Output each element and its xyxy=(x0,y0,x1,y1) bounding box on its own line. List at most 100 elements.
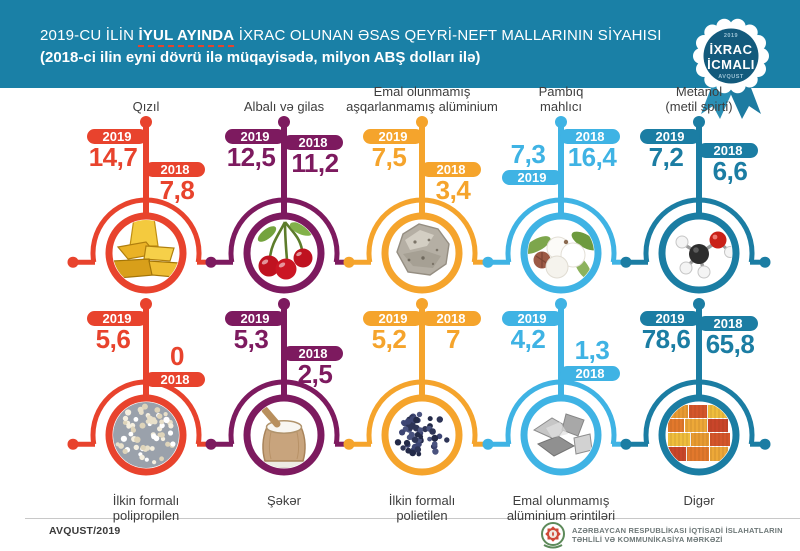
product-name: İlkin formalı polietilen xyxy=(388,493,456,523)
product-figure: 2019 2018 5,2 7 xyxy=(343,298,485,476)
year-pill-label: 2019 xyxy=(103,129,132,144)
stem xyxy=(143,304,149,396)
year-pill-2018 xyxy=(283,135,343,150)
org-line1: AZƏRBAYCAN RESPUBLİKASI İQTİSADİ İSLAHAT… xyxy=(572,526,783,535)
stem xyxy=(558,304,564,396)
product-figure: 2019 2018 4,2 1,3 xyxy=(482,298,624,476)
product-figure: 2019 2018 5,6 0 xyxy=(67,298,209,476)
product-name: Albalı və gilas xyxy=(243,98,325,114)
value-2018: 65,8 xyxy=(706,329,755,359)
product-figure: 2019 2018 7,3 16,4 xyxy=(482,116,624,294)
year-pill-2019 xyxy=(502,311,562,326)
year-pill-2018 xyxy=(698,143,758,158)
outer-arc xyxy=(228,197,340,263)
header-band: 2019-CU İLİN İYUL AYINDA İXRAC OLUNAN ƏS… xyxy=(0,0,800,88)
footer-organization: AZƏRBAYCAN RESPUBLİKASI İQTİSADİ İSLAHAT… xyxy=(572,526,783,544)
year-pill-label: 2018 xyxy=(161,162,190,177)
connector-dot-left xyxy=(343,256,355,268)
product-item-2: Albalı və gilas 2019 2018 12,5 11,2 xyxy=(199,82,369,309)
year-pill-label: 2018 xyxy=(576,129,605,144)
title-pre: 2019-CU İLİN xyxy=(40,27,135,44)
value-2019: 5,6 xyxy=(96,324,131,354)
year-pill-2019 xyxy=(225,129,285,144)
product-name: Emal olunmamış alüminium ərintiləri xyxy=(506,493,616,523)
sugar-sack-icon xyxy=(260,406,308,468)
connector-dot-left xyxy=(620,438,632,450)
year-pill-2018 xyxy=(283,346,343,361)
year-pill-2018 xyxy=(698,316,758,331)
year-pill-label: 2019 xyxy=(656,129,685,144)
value-2019: 7,3 xyxy=(511,139,546,169)
year-pill-label: 2019 xyxy=(656,311,685,326)
product-item-9: 2019 2018 4,2 1,3 Emal olunmamış alüminium ər… xyxy=(476,296,646,523)
aluminium-scraps-icon xyxy=(532,413,593,457)
product-figure: 2019 2018 78,6 65,8 xyxy=(620,298,771,476)
badge-month: AVQUST xyxy=(718,74,744,80)
year-pill-label: 2019 xyxy=(379,129,408,144)
year-pill-2019 xyxy=(363,311,423,326)
cherries-icon xyxy=(257,221,313,280)
year-pill-2019 xyxy=(640,311,700,326)
year-pill-2018 xyxy=(560,366,620,381)
year-pill-label: 2018 xyxy=(576,366,605,381)
value-2018: 0 xyxy=(170,341,184,371)
product-name: Digər xyxy=(683,493,715,508)
footer-divider xyxy=(25,518,800,519)
connector-dot-left xyxy=(482,438,494,450)
polypropylene-granules-icon xyxy=(113,402,179,468)
outer-arc xyxy=(505,379,617,445)
aluminium-ore-icon xyxy=(396,223,450,276)
connector-dot-left xyxy=(620,256,632,268)
outer-arc xyxy=(228,379,340,445)
year-pill-label: 2019 xyxy=(241,311,270,326)
year-pill-label: 2019 xyxy=(379,311,408,326)
value-2019: 12,5 xyxy=(227,142,276,172)
value-2018: 2,5 xyxy=(298,359,333,389)
connector-dot-left xyxy=(67,256,79,268)
year-pill-2018 xyxy=(421,311,481,326)
product-figure: 2019 2018 7,2 6,6 xyxy=(620,116,771,294)
product-name: Metanol (metil spirti) xyxy=(665,84,733,114)
outer-arc xyxy=(366,197,478,263)
year-pill-2018 xyxy=(560,129,620,144)
page-subtitle: (2018-ci ilin eyni dövrü ilə müqayisədə,… xyxy=(40,49,481,66)
value-2018: 6,6 xyxy=(713,156,748,186)
value-2019: 78,6 xyxy=(642,324,691,354)
value-2019: 5,2 xyxy=(372,324,407,354)
outer-arc xyxy=(505,197,617,263)
product-name: İlkin formalı polipropilen xyxy=(112,493,180,523)
cotton-boll-icon xyxy=(528,231,594,280)
value-2019: 14,7 xyxy=(89,142,138,172)
value-2018: 11,2 xyxy=(291,148,338,178)
stem xyxy=(281,122,287,214)
value-2018: 16,4 xyxy=(568,142,618,172)
year-pill-label: 2018 xyxy=(714,316,743,331)
product-figure: 2019 2018 5,3 2,5 xyxy=(205,298,347,476)
connector-dot-left xyxy=(67,438,79,450)
product-name: Emal olunmamış aşqarlanmamış alüminium xyxy=(346,84,498,114)
year-pill-label: 2018 xyxy=(299,346,328,361)
year-pill-2019 xyxy=(502,170,562,185)
product-item-6: 2019 2018 5,6 0 İlkin formalı polipropilen xyxy=(61,296,231,523)
org-line2: TƏHLİLİ VƏ KOMMUNİKASİYA MƏRKƏZİ xyxy=(572,535,723,544)
stem xyxy=(558,122,564,214)
outer-arc xyxy=(366,379,478,445)
state-emblem-icon xyxy=(541,522,565,549)
year-pill-label: 2019 xyxy=(241,129,270,144)
year-pill-label: 2018 xyxy=(299,135,328,150)
year-pill-2018 xyxy=(145,372,205,387)
outer-arc xyxy=(90,197,202,263)
methanol-molecule-icon xyxy=(675,231,732,279)
value-2018: 7 xyxy=(446,324,460,354)
year-pill-label: 2018 xyxy=(714,143,743,158)
year-pill-label: 2019 xyxy=(518,311,547,326)
polyethylene-granules-icon xyxy=(394,411,450,457)
year-pill-2019 xyxy=(87,311,147,326)
product-item-1: Qızıl 2019 2018 14,7 7,8 xyxy=(61,82,231,309)
title-post: İXRAC OLUNAN ƏSAS QEYRİ-NEFT MALLARININ … xyxy=(238,27,662,44)
connector-dot-right xyxy=(759,438,771,450)
containers-icon xyxy=(668,405,730,461)
product-item-7: 2019 2018 5,3 2,5 Şəkər xyxy=(199,296,369,509)
year-pill-2019 xyxy=(363,129,423,144)
